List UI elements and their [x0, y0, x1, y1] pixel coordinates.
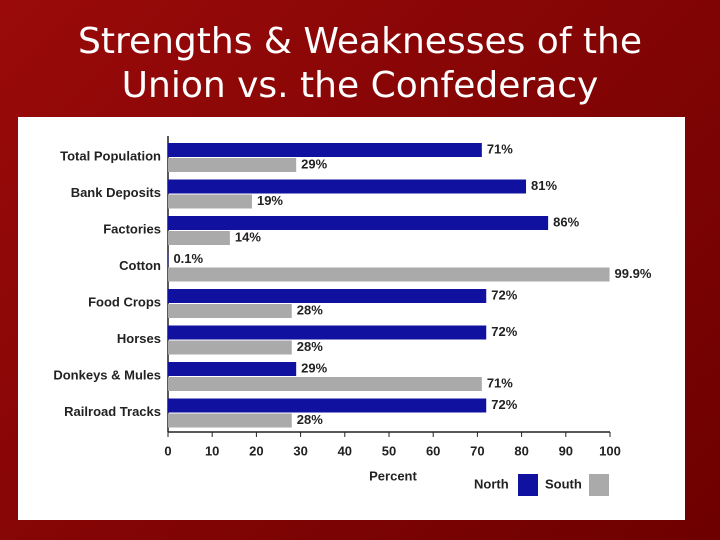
- chart-panel: [18, 117, 685, 520]
- bar: [168, 377, 482, 391]
- value-label: 28%: [297, 412, 323, 427]
- category-label: Factories: [103, 221, 161, 236]
- category-label: Donkeys & Mules: [53, 367, 161, 382]
- x-tick-label: 30: [293, 443, 307, 458]
- slide-title: Strengths & Weaknesses of the Union vs. …: [77, 21, 643, 106]
- value-label: 14%: [235, 229, 261, 244]
- bar: [168, 325, 487, 340]
- value-label: 29%: [301, 360, 327, 375]
- value-label: 72%: [491, 324, 517, 339]
- legend-label: North: [474, 476, 509, 491]
- bar: [168, 267, 610, 282]
- x-tick-label: 0: [164, 443, 171, 458]
- legend-swatch: [589, 474, 609, 496]
- bar: [168, 179, 527, 194]
- bar: [168, 413, 292, 428]
- value-label: 19%: [257, 193, 283, 208]
- value-label: 72%: [491, 287, 517, 302]
- value-label: 72%: [491, 397, 517, 412]
- bar: [168, 231, 230, 245]
- value-label: 28%: [297, 339, 323, 354]
- value-label: 99.9%: [615, 266, 652, 281]
- value-label: 86%: [553, 214, 579, 229]
- bar: [168, 194, 252, 209]
- category-label: Cotton: [119, 258, 161, 273]
- bar: [168, 289, 487, 303]
- category-label: Bank Deposits: [71, 185, 161, 200]
- bar: [168, 143, 482, 157]
- bar: [168, 362, 297, 376]
- x-tick-label: 70: [470, 443, 484, 458]
- bar: [168, 216, 549, 230]
- x-tick-label: 60: [426, 443, 440, 458]
- x-tick-label: 40: [338, 443, 352, 458]
- bar: [168, 304, 292, 318]
- value-label: 0.1%: [173, 251, 203, 266]
- bar: [168, 398, 487, 413]
- legend-label: South: [545, 476, 582, 491]
- category-label: Railroad Tracks: [64, 404, 161, 419]
- value-label: 81%: [531, 178, 557, 193]
- bar: [168, 158, 297, 172]
- value-label: 71%: [487, 141, 513, 156]
- x-tick-label: 20: [249, 443, 263, 458]
- category-label: Horses: [117, 331, 161, 346]
- value-label: 29%: [301, 156, 327, 171]
- x-tick-label: 80: [514, 443, 528, 458]
- x-axis-label: Percent: [369, 468, 417, 483]
- x-tick-label: 10: [205, 443, 219, 458]
- category-label: Total Population: [60, 148, 161, 163]
- value-label: 28%: [297, 302, 323, 317]
- x-tick-label: 90: [559, 443, 573, 458]
- bar: [168, 340, 292, 355]
- x-tick-label: 50: [382, 443, 396, 458]
- legend-swatch: [518, 474, 538, 496]
- value-label: 71%: [487, 375, 513, 390]
- category-label: Food Crops: [88, 294, 161, 309]
- x-tick-label: 100: [599, 443, 621, 458]
